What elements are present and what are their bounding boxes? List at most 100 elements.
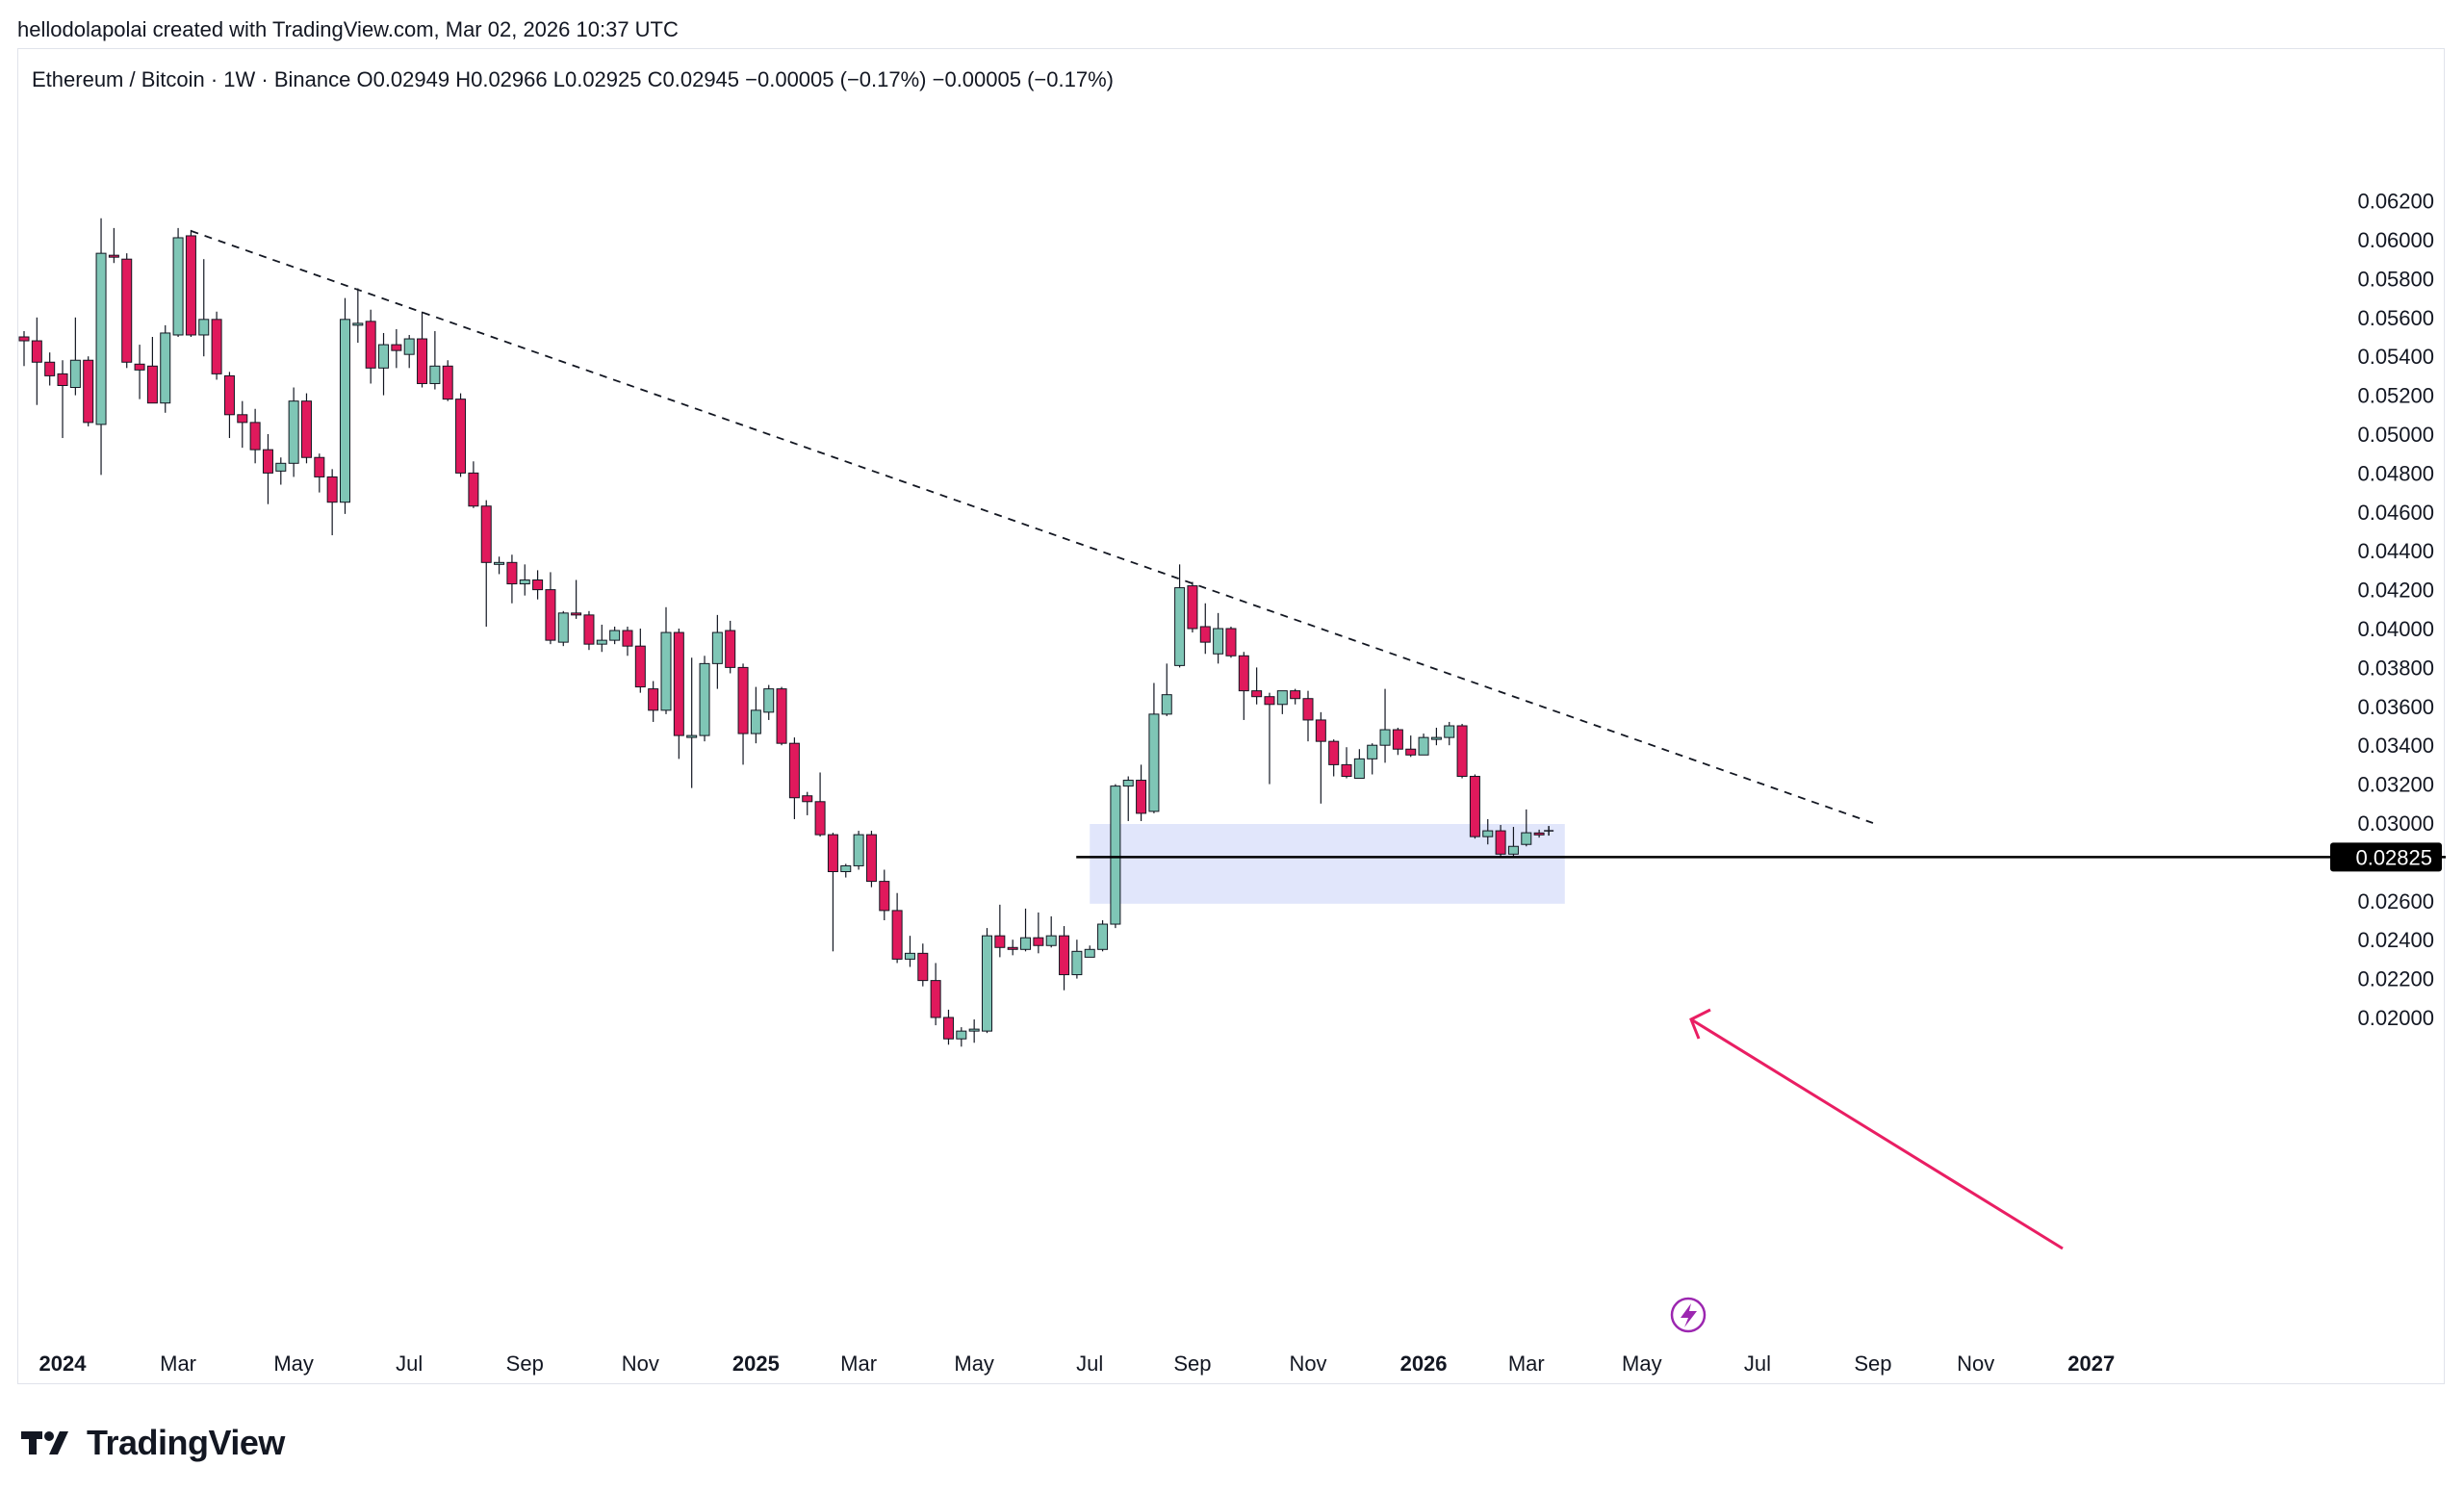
candle-body-down	[391, 344, 402, 351]
candle-body-down	[583, 614, 595, 645]
candle-body-up	[1071, 950, 1083, 976]
candle	[788, 737, 800, 819]
x-tick-label: Sep	[1173, 1351, 1211, 1376]
x-tick-label: Nov	[622, 1351, 659, 1376]
candle-body-down	[1341, 763, 1352, 778]
candle	[904, 936, 915, 967]
candle	[1533, 829, 1545, 838]
candle	[480, 500, 492, 627]
candle-body-down	[1469, 776, 1480, 837]
x-tick-label: Mar	[840, 1351, 877, 1376]
candle-body-down	[121, 258, 133, 363]
y-tick-label: 0.03400	[2357, 734, 2434, 758]
candle-body-up	[853, 834, 864, 866]
candle	[686, 657, 698, 788]
candle	[609, 626, 621, 645]
logo-text: TradingView	[87, 1423, 285, 1462]
x-tick-label: Jul	[396, 1351, 423, 1376]
symbol-info: Ethereum / Bitcoin · 1W · Binance O0.029…	[32, 67, 1114, 91]
candle-body-up	[1122, 780, 1134, 787]
lightning-bolt-icon[interactable]	[1670, 1297, 1707, 1333]
candle	[1444, 721, 1455, 746]
candle-body-up	[352, 322, 364, 326]
x-tick-label: May	[1622, 1351, 1662, 1376]
candle-body-up	[95, 252, 107, 425]
y-tick-label: 0.02600	[2357, 889, 2434, 914]
candle	[776, 686, 787, 746]
candle	[557, 610, 569, 647]
candle-body-up	[699, 662, 710, 736]
x-tick-label: 2027	[2067, 1351, 2115, 1376]
candle-body-down	[634, 645, 646, 688]
candle-body-down	[44, 361, 56, 376]
candle-body-down	[300, 400, 312, 458]
candle-body-down	[942, 1017, 954, 1040]
candle	[1392, 728, 1403, 756]
candle	[44, 352, 56, 386]
candle	[494, 556, 505, 575]
candle	[146, 337, 158, 404]
tradingview-logo-icon	[21, 1431, 68, 1454]
candle	[1469, 774, 1480, 839]
x-tick-label: Sep	[1854, 1351, 1891, 1376]
candle-body-down	[545, 589, 556, 641]
trendline[interactable]	[191, 230, 1874, 824]
candle	[134, 345, 145, 399]
candle-body-down	[480, 505, 492, 563]
candle	[237, 400, 248, 449]
candle-body-up	[1045, 935, 1057, 946]
support-zone[interactable]	[1090, 824, 1565, 904]
candle-body-down	[31, 340, 42, 363]
candle-body-up	[378, 344, 390, 369]
candle	[1213, 612, 1224, 664]
candle	[1341, 747, 1352, 779]
candle-body-down	[1187, 585, 1198, 630]
candle-body-down	[673, 631, 684, 736]
candle	[1290, 688, 1301, 705]
candle-body-down	[1251, 690, 1263, 698]
candle-body-up	[1276, 690, 1288, 706]
chart-frame[interactable]: Ethereum / Bitcoin · 1W · Binance O0.029…	[17, 48, 2446, 1385]
candle	[802, 791, 813, 815]
candle-body-up	[840, 864, 852, 873]
candle-body-down	[237, 414, 248, 424]
candle-body-down	[1264, 696, 1275, 706]
candle	[1187, 581, 1198, 633]
candle-body-down	[468, 472, 479, 507]
candle-body-down	[802, 795, 813, 803]
candle-body-up	[1097, 923, 1109, 950]
y-tick-label: 0.04800	[2357, 461, 2434, 485]
candle	[545, 572, 556, 645]
candle	[660, 606, 672, 714]
candle	[108, 227, 119, 264]
candle-body-down	[917, 952, 929, 982]
candle	[340, 297, 350, 514]
candle-body-up	[198, 319, 210, 336]
y-tick-label: 0.03800	[2357, 656, 2434, 680]
candle	[211, 311, 222, 380]
candle-body-down	[865, 834, 877, 883]
candle	[519, 564, 530, 596]
tradingview-logo[interactable]: TradingView	[21, 1423, 285, 1463]
candle	[1097, 920, 1109, 952]
price-label-box	[2330, 842, 2442, 872]
candle	[391, 328, 402, 369]
chart-svg[interactable]: Ethereum / Bitcoin · 1W · Binance O0.029…	[18, 49, 2446, 1385]
candle	[69, 317, 81, 396]
candle	[634, 629, 646, 693]
candle-body-down	[83, 359, 94, 424]
candle	[891, 892, 903, 964]
candle-body-down	[994, 935, 1006, 948]
arrow-annotation[interactable]	[1690, 1017, 2064, 1250]
candle-body-down	[1033, 937, 1044, 946]
candle	[1238, 652, 1249, 720]
candle	[1367, 743, 1378, 775]
candle	[288, 387, 299, 477]
candle	[403, 334, 415, 369]
candle	[814, 772, 826, 837]
candle	[1161, 663, 1172, 716]
y-tick-label: 0.04600	[2357, 501, 2434, 525]
candle	[1007, 940, 1018, 956]
x-tick-label: Mar	[1508, 1351, 1545, 1376]
candle-body-down	[1495, 830, 1506, 855]
